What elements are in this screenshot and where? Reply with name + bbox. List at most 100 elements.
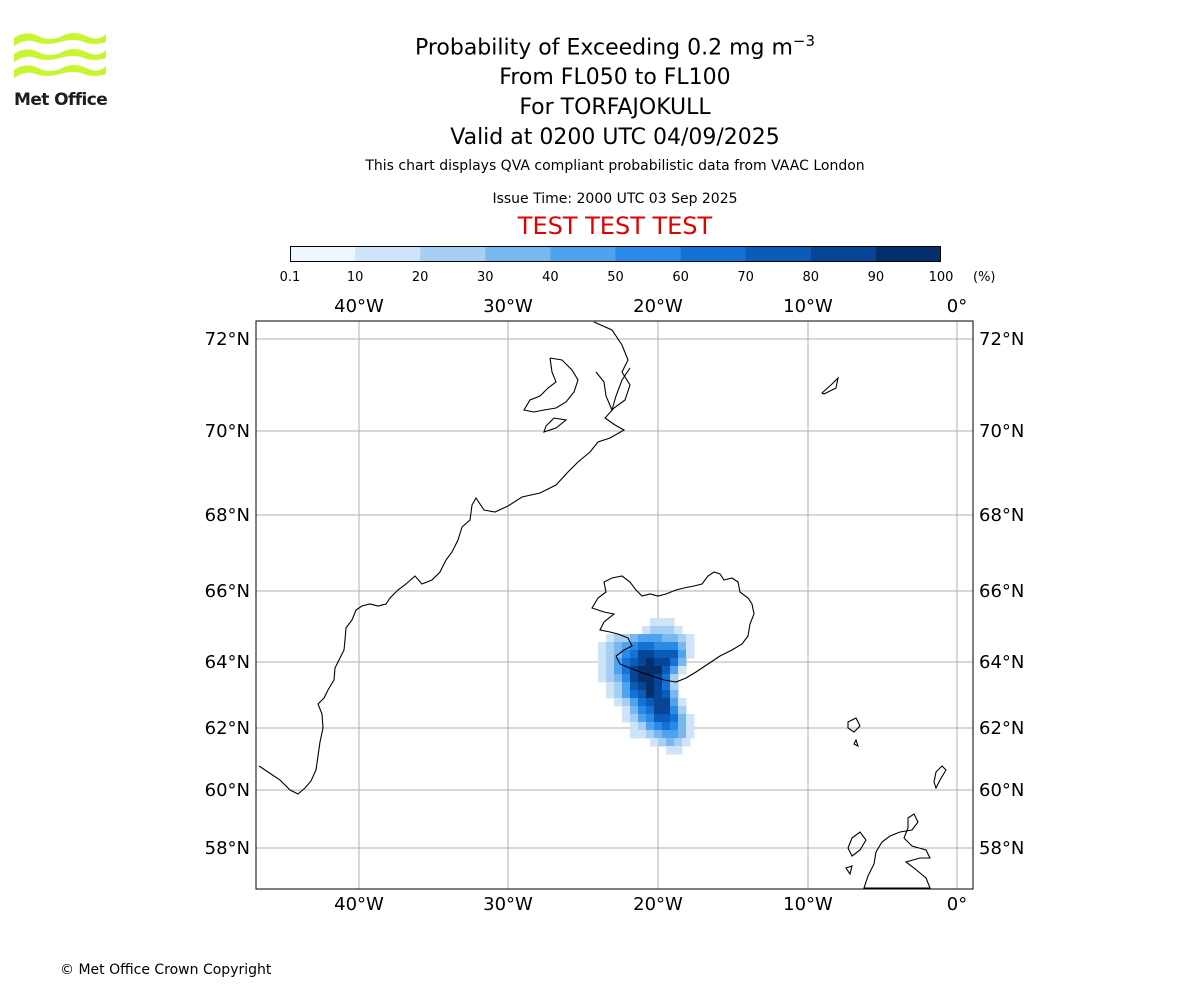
plume-cell xyxy=(678,650,687,659)
colorbar-tick-label: 100 xyxy=(928,270,954,285)
colorbar-segment xyxy=(615,246,682,262)
probability-colorbar xyxy=(290,246,941,262)
plume-cell xyxy=(654,658,663,667)
axis-tick-label: 70°N xyxy=(979,421,1024,442)
colorbar-tick-label: 30 xyxy=(477,270,494,285)
axis-tick-label: 30°W xyxy=(483,894,533,915)
plume-cell xyxy=(630,722,639,731)
plume-cell xyxy=(678,714,687,723)
plume-cell xyxy=(630,650,639,659)
plume-cell xyxy=(670,682,679,691)
plume-cell xyxy=(606,690,615,699)
plume-cell xyxy=(678,634,687,643)
plume-cell xyxy=(686,650,695,659)
plume-cell xyxy=(670,674,679,683)
plume-cell xyxy=(630,730,639,739)
plume-cell xyxy=(654,722,663,731)
axis-tick-label: 0° xyxy=(947,894,967,915)
axis-tick-label: 30°W xyxy=(483,296,533,317)
axis-tick-label: 64°N xyxy=(205,652,250,673)
plume-cell xyxy=(670,666,679,675)
plume-cell xyxy=(614,698,623,707)
copyright-notice: © Met Office Crown Copyright xyxy=(60,962,272,978)
colorbar-unit: (%) xyxy=(973,270,996,285)
plume-cell xyxy=(638,650,647,659)
plume-cell xyxy=(678,666,687,675)
plume-cell xyxy=(662,706,671,715)
plume-cell xyxy=(614,674,623,683)
plume-cell xyxy=(662,682,671,691)
plume-cell xyxy=(622,706,631,715)
plume-cell xyxy=(670,730,679,739)
plume-cell xyxy=(678,642,687,651)
plume-cell xyxy=(614,634,623,643)
colorbar-frame xyxy=(290,246,941,262)
chart-title-block: Probability of Exceeding 0.2 mg m−3 From… xyxy=(290,26,940,153)
plume-cell xyxy=(630,714,639,723)
plume-cell xyxy=(622,658,631,667)
plume-cell xyxy=(646,714,655,723)
plume-cell xyxy=(622,690,631,699)
colorbar-tick-label: 40 xyxy=(542,270,559,285)
axis-tick-label: 68°N xyxy=(205,505,250,526)
plume-cell xyxy=(614,682,623,691)
plume-cell xyxy=(678,698,687,707)
shetland xyxy=(933,765,947,790)
axis-tick-label: 20°W xyxy=(633,894,683,915)
plume-cell xyxy=(606,666,615,675)
met-office-logo: Met Office xyxy=(14,30,110,114)
plume-cell xyxy=(670,706,679,715)
plume-cell xyxy=(630,690,639,699)
plume-cell xyxy=(666,746,675,755)
greenland-fjord-1 xyxy=(523,357,579,413)
colorbar-tick-label: 70 xyxy=(737,270,754,285)
colorbar-tick-label: 90 xyxy=(867,270,885,285)
plume-cell xyxy=(654,634,663,643)
plume-cell xyxy=(638,666,647,675)
colorbar-segment xyxy=(420,246,486,262)
plume-cell xyxy=(646,642,655,651)
chart-title: Probability of Exceeding 0.2 mg m−3 xyxy=(290,26,940,63)
axis-tick-label: 58°N xyxy=(205,838,250,859)
colorbar-segment xyxy=(875,246,941,262)
colorbar-tick-label: 10 xyxy=(346,270,364,285)
plume-cell xyxy=(630,634,639,643)
scotland xyxy=(863,813,931,889)
coastlines xyxy=(258,321,947,889)
plume-cell xyxy=(606,634,615,643)
axis-tick-label: 66°N xyxy=(979,581,1024,602)
colorbar-segment xyxy=(680,246,747,262)
plume-cell xyxy=(662,698,671,707)
plume-cell xyxy=(646,682,655,691)
plume-cell xyxy=(662,690,671,699)
title-prefix: Probability of Exceeding 0.2 mg m xyxy=(414,35,793,61)
plume-cell xyxy=(650,626,659,635)
plume-cell xyxy=(630,682,639,691)
plume-cell xyxy=(646,666,655,675)
plume-cell xyxy=(638,706,647,715)
plume-cell xyxy=(654,682,663,691)
issue-time: Issue Time: 2000 UTC 03 Sep 2025 xyxy=(492,191,738,207)
ash-probability-plume xyxy=(598,618,695,755)
colorbar-segment xyxy=(550,246,616,262)
valid-time: Valid at 0200 UTC 04/09/2025 xyxy=(450,125,780,151)
plume-cell xyxy=(630,698,639,707)
axis-tick-label: 68°N xyxy=(979,505,1024,526)
plume-cell xyxy=(662,658,671,667)
plume-cell xyxy=(682,738,691,747)
plume-cell xyxy=(662,650,671,659)
plume-cell xyxy=(638,658,647,667)
plume-cell xyxy=(638,722,647,731)
axis-tick-label: 10°W xyxy=(783,296,833,317)
colorbar-tick-label: 80 xyxy=(802,270,820,285)
plume-cell xyxy=(622,682,631,691)
axis-tick-label: 40°W xyxy=(334,894,384,915)
plume-cell xyxy=(662,730,671,739)
plume-cell xyxy=(654,698,663,707)
title-exponent: −3 xyxy=(792,32,816,50)
plume-cell xyxy=(686,634,695,643)
plume-cell xyxy=(670,634,679,643)
plume-cell xyxy=(606,642,615,651)
plume-cell xyxy=(678,706,687,715)
plume-cell xyxy=(654,650,663,659)
